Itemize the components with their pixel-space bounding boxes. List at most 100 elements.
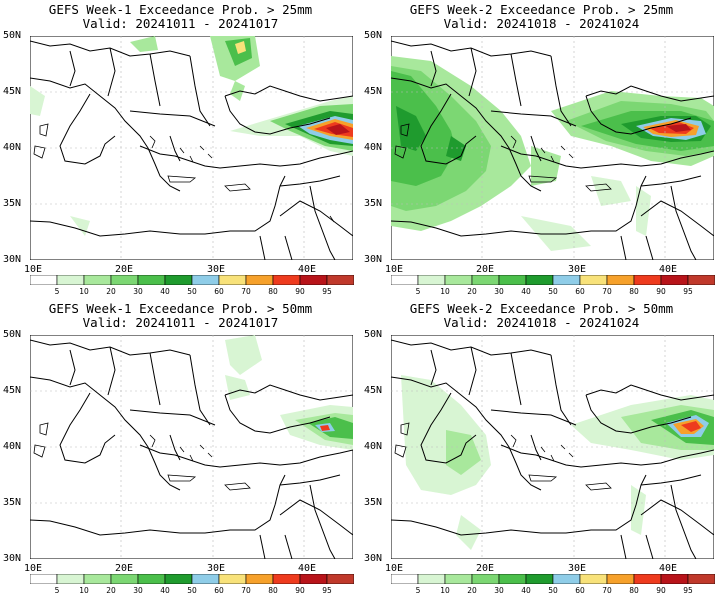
lat-label: 45N [364,385,383,396]
lon-label: 30E [568,563,587,574]
lon-label: 10E [24,563,43,574]
colorbar-swatch [110,275,139,285]
lat-label: 50N [3,30,22,41]
colorbar-swatch [525,275,554,285]
colorbar-swatch [498,574,527,584]
lon-label: 10E [385,563,404,574]
colorbar-label: 30 [494,287,504,296]
colorbar-swatch [687,275,715,285]
map-panel-week2-25mm: GEFS Week-2 Exceedance Prob. > 25mm Vali… [361,0,722,299]
lat-label: 30N [3,254,22,265]
colorbar-swatch [326,275,354,285]
lat-label: 35N [3,198,22,209]
precip-probability-map [391,36,714,260]
map-panel-week1-25mm: GEFS Week-1 Exceedance Prob. > 25mm Vali… [0,0,361,299]
colorbar-swatch [660,574,689,584]
colorbar-label: 95 [322,586,332,595]
colorbar-label: 50 [548,287,558,296]
colorbar-label: 50 [187,586,197,595]
colorbar-swatch [525,574,554,584]
colorbar-label: 5 [415,586,421,595]
colorbar-swatch [444,275,473,285]
colorbar-label: 95 [322,287,332,296]
colorbar-label: 95 [683,586,693,595]
colorbar-label: 40 [521,287,531,296]
colorbar [391,574,715,584]
colorbar-swatch [30,574,58,584]
colorbar-label: 20 [467,586,477,595]
colorbar-label: 70 [241,287,251,296]
colorbar-swatch [245,275,274,285]
colorbar-label: 10 [440,586,450,595]
colorbar-swatch [391,574,419,584]
lat-label: 35N [364,497,383,508]
panel-valid-dates: Valid: 20241011 - 20241017 [82,16,279,31]
lat-label: 40N [364,142,383,153]
colorbar-swatch [417,574,446,584]
colorbar-swatch [552,574,581,584]
colorbar-swatch [137,574,166,584]
colorbar-swatch [164,574,193,584]
colorbar-label: 10 [79,287,89,296]
lon-label: 20E [476,563,495,574]
colorbar-swatch [579,275,608,285]
colorbar-label: 70 [241,586,251,595]
lat-label: 30N [3,553,22,564]
colorbar-label: 60 [214,287,224,296]
panel-title: GEFS Week-1 Exceedance Prob. > 25mm [48,2,313,17]
colorbar-swatch [83,574,112,584]
lat-label: 50N [364,329,383,340]
colorbar-swatch [391,275,419,285]
colorbar-swatch [471,574,500,584]
colorbar-label: 60 [214,586,224,595]
colorbar-swatch [606,574,635,584]
colorbar [30,275,354,285]
panel-valid-dates: Valid: 20241011 - 20241017 [82,315,279,330]
precip-probability-map [30,335,353,559]
colorbar [391,275,715,285]
colorbar-label: 50 [187,287,197,296]
lat-label: 45N [3,385,22,396]
colorbar-label: 80 [629,287,639,296]
precip-probability-map [391,335,714,559]
colorbar-label: 10 [440,287,450,296]
colorbar-swatches [391,275,715,285]
map-panel-week2-50mm: GEFS Week-2 Exceedance Prob. > 50mm Vali… [361,299,722,598]
colorbar-swatch [326,574,354,584]
lon-label: 20E [476,264,495,275]
lon-label: 40E [298,563,317,574]
colorbar-label: 10 [79,586,89,595]
lat-label: 40N [3,142,22,153]
lon-label: 20E [115,563,134,574]
lat-label: 30N [364,553,383,564]
colorbar-label: 90 [295,586,305,595]
colorbar-label: 60 [575,287,585,296]
colorbar-swatch [56,275,85,285]
lon-label: 20E [115,264,134,275]
colorbar-swatches [391,574,715,584]
colorbar-label: 30 [133,287,143,296]
colorbar-swatch [633,275,662,285]
panel-title: GEFS Week-2 Exceedance Prob. > 50mm [409,301,674,316]
lat-label: 40N [3,441,22,452]
lat-label: 35N [3,497,22,508]
colorbar-label: 5 [415,287,421,296]
colorbar-swatch [633,574,662,584]
colorbar-label: 20 [467,287,477,296]
colorbar-swatch [164,275,193,285]
lon-label: 40E [659,264,678,275]
colorbar-swatch [191,574,220,584]
colorbar-label: 60 [575,586,585,595]
colorbar-label: 70 [602,586,612,595]
lon-label: 30E [568,264,587,275]
colorbar-swatch [299,574,328,584]
lon-label: 10E [385,264,404,275]
panel-title: GEFS Week-2 Exceedance Prob. > 25mm [409,2,674,17]
colorbar-swatch [272,574,301,584]
colorbar-label: 90 [656,287,666,296]
colorbar-label: 90 [656,586,666,595]
lat-label: 45N [364,86,383,97]
colorbar-label: 40 [160,287,170,296]
colorbar-swatch [687,574,715,584]
lat-label: 40N [364,441,383,452]
